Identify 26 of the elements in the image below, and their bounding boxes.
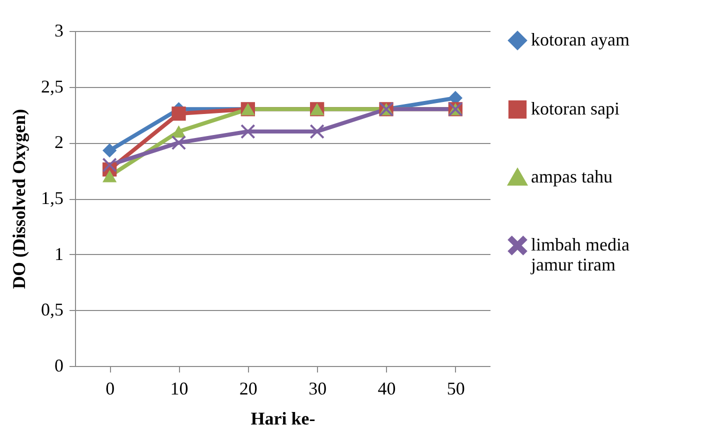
legend-label: limbah media jamur tiram <box>530 234 630 274</box>
x-tick-label: 0 <box>106 378 115 398</box>
x-tick-label: 40 <box>378 378 396 398</box>
y-tick-label: 1,5 <box>41 188 64 208</box>
y-tick-label: 3 <box>54 20 64 40</box>
y-axis-title: DO (Dissolved Oxygen) <box>9 108 29 289</box>
y-tick-label: 2 <box>54 132 64 152</box>
y-tick-label: 0,5 <box>41 300 64 320</box>
x-tick-label: 30 <box>308 378 327 398</box>
y-tick-label: 0 <box>54 356 64 376</box>
x-tick-label: 50 <box>446 378 465 398</box>
point <box>102 158 117 172</box>
x-axis-title: Hari ke- <box>250 408 316 428</box>
legend-label: ampas tahu <box>531 166 612 186</box>
x-tick-label: 20 <box>239 378 258 398</box>
legend-label: kotoran sapi <box>531 98 620 118</box>
legend-label: kotoran ayam <box>531 30 630 50</box>
x-tick-label: 10 <box>170 378 188 398</box>
y-tick-label: 2,5 <box>41 76 64 96</box>
point <box>240 124 255 139</box>
point <box>102 143 117 158</box>
point <box>172 106 186 121</box>
point <box>310 124 324 139</box>
point <box>172 136 186 150</box>
y-tick-label: 1 <box>54 244 64 264</box>
point <box>102 170 117 182</box>
